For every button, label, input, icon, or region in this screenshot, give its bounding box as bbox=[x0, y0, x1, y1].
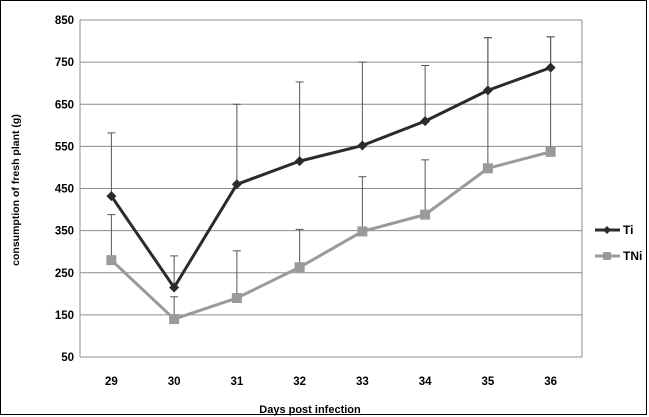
y-tick-label: 750 bbox=[55, 57, 74, 69]
y-tick-label: 350 bbox=[55, 226, 74, 238]
series-lines bbox=[110, 66, 552, 321]
y-tick-label: 850 bbox=[55, 15, 74, 27]
x-tick-label: 33 bbox=[356, 376, 369, 388]
point-TNi bbox=[106, 255, 117, 266]
y-tick-label: 50 bbox=[61, 352, 74, 364]
point-TNi bbox=[420, 209, 431, 220]
point-TNi bbox=[169, 314, 180, 325]
point-Ti bbox=[545, 62, 556, 73]
point-TNi bbox=[231, 293, 242, 304]
series-markers bbox=[106, 62, 556, 325]
y-tick-label: 250 bbox=[55, 268, 74, 280]
x-axis-label: Days post infection bbox=[259, 404, 361, 416]
y-axis-label: consumption of fresh plant (g) bbox=[10, 114, 22, 266]
point-TNi bbox=[545, 146, 556, 157]
x-tick-label: 29 bbox=[105, 376, 118, 388]
x-tick-label: 34 bbox=[419, 376, 432, 388]
point-Ti bbox=[231, 179, 242, 190]
x-tick-labels: 29 30 31 32 33 34 35 36 bbox=[105, 376, 557, 388]
error-bars bbox=[107, 36, 555, 320]
x-tick-label: 30 bbox=[168, 376, 181, 388]
y-tick-label: 450 bbox=[55, 184, 74, 196]
y-tick-label: 650 bbox=[55, 99, 74, 111]
legend-marker-TNi bbox=[603, 252, 611, 260]
legend-marker-Ti bbox=[603, 226, 611, 234]
y-tick-labels: 850 750 650 550 450 350 250 150 50 bbox=[55, 15, 74, 364]
series-line-Ti bbox=[110, 66, 552, 289]
point-Ti bbox=[482, 85, 493, 96]
point-Ti bbox=[169, 282, 180, 293]
point-TNi bbox=[357, 226, 368, 237]
point-TNi bbox=[482, 163, 493, 174]
series-line-TNi bbox=[110, 150, 552, 321]
legend-label-Ti: Ti bbox=[623, 223, 633, 237]
point-TNi bbox=[294, 262, 305, 273]
x-tick-label: 35 bbox=[481, 376, 494, 388]
point-Ti bbox=[420, 116, 431, 127]
legend-label-TNi: TNi bbox=[623, 249, 642, 263]
point-Ti bbox=[357, 140, 368, 151]
legend: Ti TNi bbox=[595, 223, 642, 263]
x-tick-label: 32 bbox=[293, 376, 306, 388]
x-tick-label: 31 bbox=[230, 376, 243, 388]
grid-lines bbox=[79, 19, 583, 358]
y-tick-label: 550 bbox=[55, 141, 74, 153]
x-tick-label: 36 bbox=[544, 376, 557, 388]
y-tick-label: 150 bbox=[55, 310, 74, 322]
point-Ti bbox=[294, 156, 305, 167]
point-Ti bbox=[106, 191, 117, 202]
